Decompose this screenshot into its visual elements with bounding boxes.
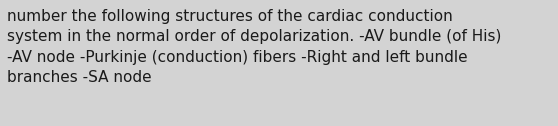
Text: number the following structures of the cardiac conduction
system in the normal o: number the following structures of the c… xyxy=(7,9,502,85)
